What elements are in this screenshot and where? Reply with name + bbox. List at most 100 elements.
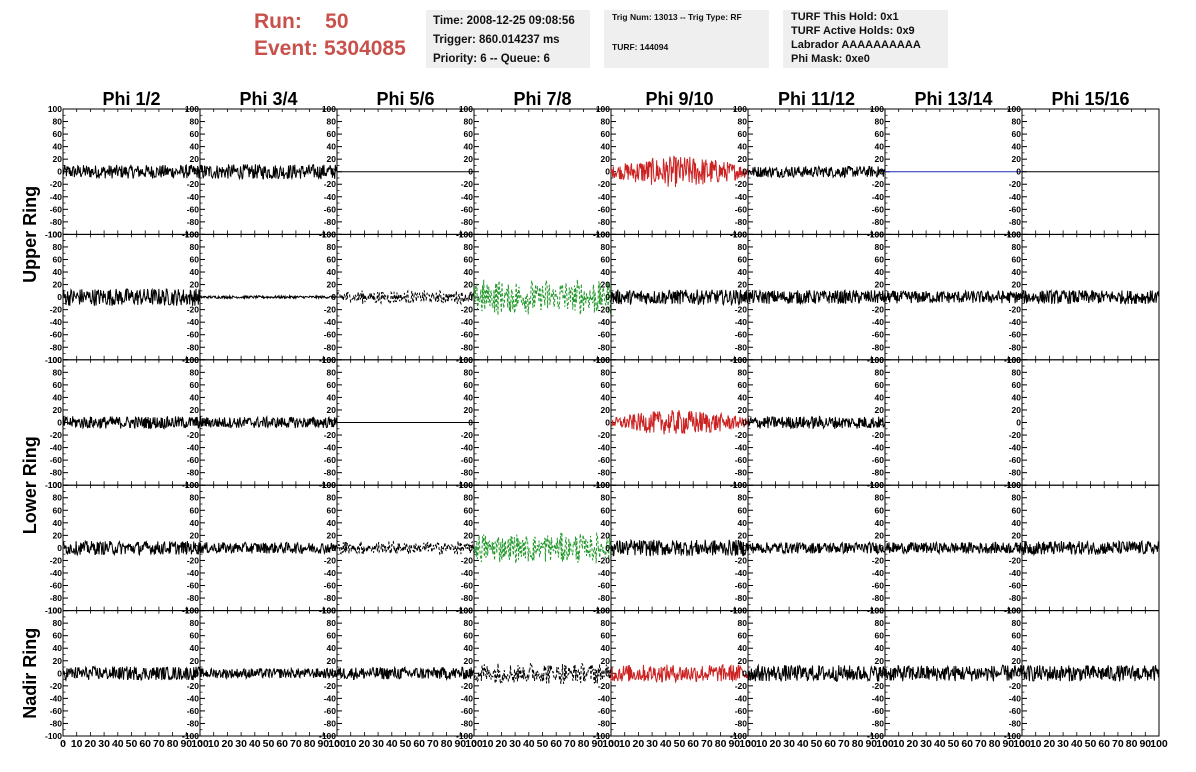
y-tick-label: 0	[194, 167, 199, 177]
y-tick-label: 0	[605, 668, 610, 678]
y-tick-label: 80	[875, 493, 885, 503]
y-tick-label: -60	[872, 330, 885, 340]
y-tick-label: -40	[187, 317, 200, 327]
y-tick-label: -20	[872, 305, 885, 315]
y-tick-label: -80	[872, 217, 885, 227]
waveform-trace	[884, 664, 1023, 682]
y-tick-label: 80	[875, 242, 885, 252]
y-tick-label: -20	[50, 179, 63, 189]
y-tick-label: 100	[870, 355, 884, 365]
y-tick-label: -20	[598, 681, 611, 691]
y-tick-label: -100	[456, 731, 473, 741]
y-tick-label: -40	[598, 568, 611, 578]
waveform-trace	[473, 279, 612, 316]
waveform-trace	[1021, 539, 1160, 557]
y-tick-label: -80	[1009, 217, 1022, 227]
y-tick-label: 20	[1012, 405, 1022, 415]
y-tick-label: -40	[598, 693, 611, 703]
y-tick-label: -40	[598, 317, 611, 327]
y-tick-label: 60	[327, 129, 337, 139]
y-tick-label: -20	[598, 555, 611, 565]
y-tick-label: -20	[461, 179, 474, 189]
y-tick-label: -60	[461, 455, 474, 465]
y-tick-label: 100	[322, 606, 336, 616]
column-header: Phi 1/2	[102, 89, 160, 109]
y-tick-label: 80	[738, 618, 748, 628]
x-tick-label: 50	[811, 738, 823, 750]
phi-mask-text: Phi Mask: 0xe0	[791, 53, 870, 65]
y-tick-label: -20	[324, 305, 337, 315]
y-tick-label: 100	[1007, 480, 1021, 490]
y-tick-label: 100	[733, 229, 747, 239]
x-tick-label: 70	[427, 738, 439, 750]
y-tick-label: -20	[187, 305, 200, 315]
y-tick-label: -80	[598, 217, 611, 227]
y-tick-label: 40	[738, 142, 748, 152]
x-tick-label: 90	[317, 738, 329, 750]
y-tick-label: 20	[1012, 656, 1022, 666]
y-tick-label: 20	[601, 405, 611, 415]
y-tick-label: -40	[324, 693, 337, 703]
x-tick-label: 60	[687, 738, 699, 750]
y-tick-label: -60	[735, 204, 748, 214]
y-tick-label: 40	[53, 643, 63, 653]
x-tick-label: 60	[413, 738, 425, 750]
x-tick-label: 0	[197, 738, 203, 750]
x-tick-label: 60	[139, 738, 151, 750]
y-tick-label: -80	[598, 342, 611, 352]
x-tick-label: 0	[882, 738, 888, 750]
y-tick-label: -40	[735, 192, 748, 202]
y-tick-label: -80	[187, 593, 200, 603]
x-tick-label: 0	[608, 738, 614, 750]
y-tick-label: 40	[601, 142, 611, 152]
y-tick-label: -60	[461, 581, 474, 591]
y-tick-label: -20	[324, 430, 337, 440]
y-tick-label: -20	[872, 681, 885, 691]
y-tick-label: -20	[872, 179, 885, 189]
y-tick-label: 100	[1007, 355, 1021, 365]
x-tick-label: 50	[948, 738, 960, 750]
x-tick-label: 60	[276, 738, 288, 750]
ring-label: Lower Ring	[20, 436, 40, 534]
y-tick-label: 0	[742, 167, 747, 177]
y-tick-label: -20	[461, 555, 474, 565]
y-tick-label: -40	[324, 192, 337, 202]
y-tick-label: 60	[327, 505, 337, 515]
y-tick-label: -20	[1009, 179, 1022, 189]
x-tick-label: 80	[852, 738, 864, 750]
panel-frame	[473, 108, 612, 235]
y-tick-label: 80	[53, 367, 63, 377]
y-tick-label: 100	[48, 480, 62, 490]
x-tick-label: 40	[934, 738, 946, 750]
y-tick-label: 0	[57, 668, 62, 678]
y-tick-label: 100	[870, 229, 884, 239]
y-tick-label: 0	[1016, 292, 1021, 302]
x-tick-label: 80	[304, 738, 316, 750]
x-tick-label: 60	[550, 738, 562, 750]
y-tick-label: -20	[187, 179, 200, 189]
y-tick-label: 60	[464, 505, 474, 515]
x-tick-label: 50	[400, 738, 412, 750]
x-tick-label: 10	[71, 738, 83, 750]
trigger-text: Trigger: 860.014237 ms	[433, 34, 560, 46]
y-tick-label: -80	[50, 718, 63, 728]
y-tick-label: -60	[735, 581, 748, 591]
y-tick-label: -20	[735, 179, 748, 189]
y-tick-label: 100	[596, 606, 610, 616]
x-tick-label: 80	[167, 738, 179, 750]
y-tick-label: -20	[461, 305, 474, 315]
y-tick-label: 80	[464, 117, 474, 127]
y-tick-label: 0	[1016, 668, 1021, 678]
x-tick-label: 40	[112, 738, 124, 750]
y-tick-label: 60	[738, 129, 748, 139]
y-tick-label: 40	[601, 643, 611, 653]
y-tick-label: -20	[187, 555, 200, 565]
labrador-text: Labrador AAAAAAAAAA	[791, 39, 921, 51]
y-tick-label: 100	[185, 104, 199, 114]
y-tick-label: -40	[50, 693, 63, 703]
x-tick-label: 10	[756, 738, 768, 750]
y-tick-label: 100	[596, 355, 610, 365]
y-tick-label: -40	[324, 568, 337, 578]
y-tick-label: 80	[190, 242, 200, 252]
